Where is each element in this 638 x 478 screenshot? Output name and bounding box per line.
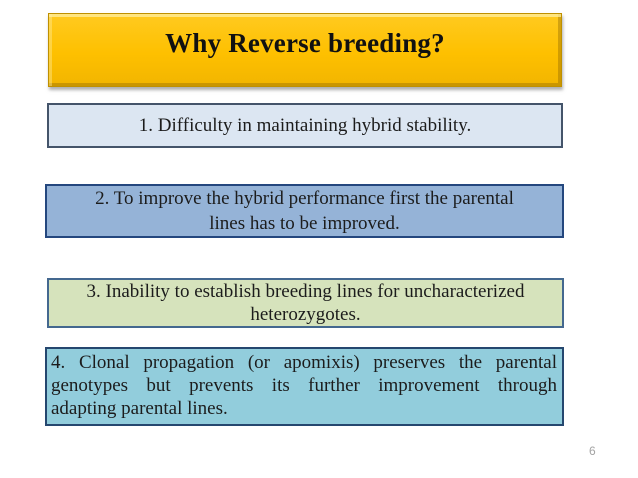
reason-3-text-line-1: 3. Inability to establish breeding lines… [86,281,525,302]
reason-4-text-line-3: adapting parental lines. [51,398,228,419]
reason-box-2: 2. To improve the hybrid performance fir… [45,184,564,238]
reason-4-text-line-2: genotypes but prevents its further impro… [51,375,557,396]
reason-box-3: 3. Inability to establish breeding lines… [47,278,564,328]
page-number: 6 [589,444,596,458]
reason-2-text-line-1: 2. To improve the hybrid performance fir… [95,188,514,209]
reason-box-1: 1. Difficulty in maintaining hybrid stab… [47,103,563,148]
title-box: Why Reverse breeding? [48,13,562,87]
reason-2-text-line-2: lines has to be improved. [209,213,400,234]
reason-3-text-line-2: heterozygotes. [250,304,361,325]
reason-box-4: 4. Clonal propagation (or apomixis) pres… [45,347,564,426]
reason-1-text: 1. Difficulty in maintaining hybrid stab… [138,115,472,136]
slide-title: Why Reverse breeding? [165,27,445,58]
reason-4-text-line-1: 4. Clonal propagation (or apomixis) pres… [51,352,557,373]
